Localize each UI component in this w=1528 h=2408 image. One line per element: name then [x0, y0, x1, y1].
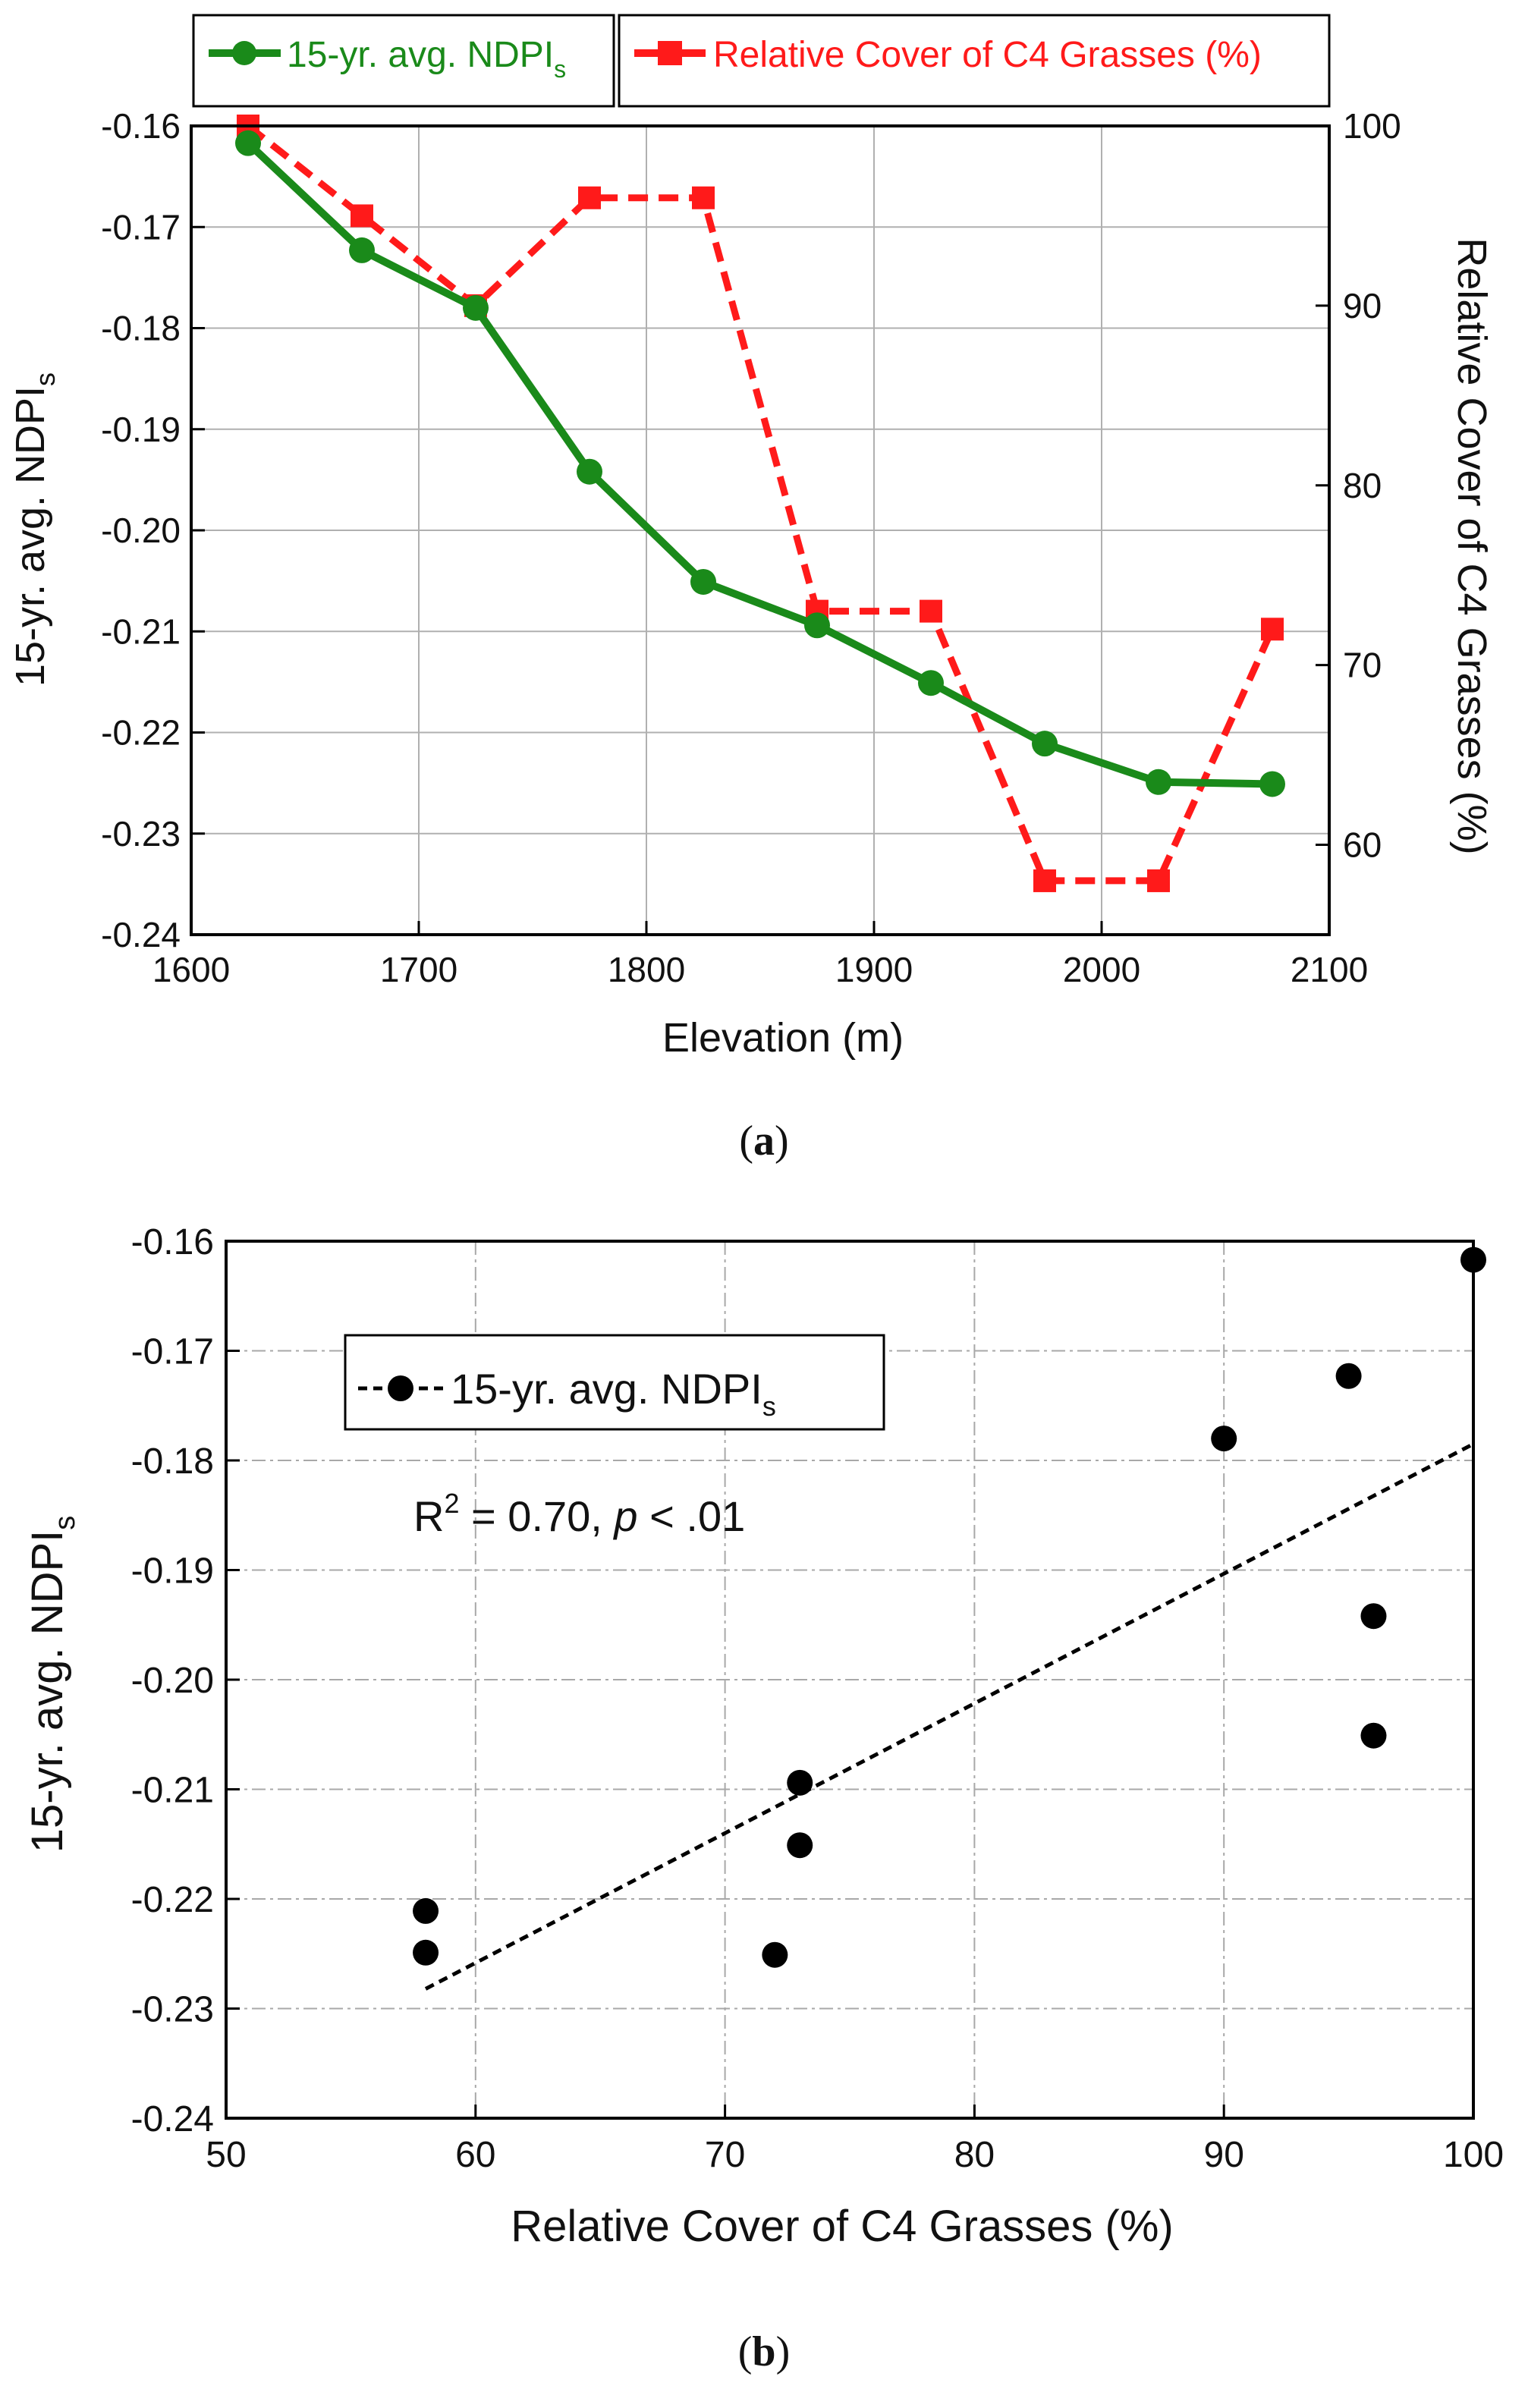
x-axis-label-b: Relative Cover of C4 Grasses (%)	[511, 2202, 1173, 2251]
x-tick-label-b: 70	[705, 2135, 745, 2175]
y-tick-label-left-a: -0.24	[101, 915, 181, 954]
legend-label-ndpi: 15-yr. avg. NDPIs	[287, 35, 566, 83]
y-tick-label-right-a: 90	[1343, 286, 1382, 325]
y-tick-label-left-a: -0.17	[101, 207, 181, 247]
y-tick-label-left-a: -0.22	[101, 713, 181, 753]
legend-marker-c4	[658, 41, 682, 65]
point-ndpi	[918, 670, 944, 696]
legend-marker-b	[388, 1375, 413, 1401]
scatter-point	[1335, 1363, 1362, 1389]
scatter-point	[787, 1769, 813, 1796]
x-tick-label-a: 1800	[608, 950, 685, 989]
y-axis-label-b: 15-yr. avg. NDPIs	[23, 1516, 81, 1853]
point-c4-cover	[692, 186, 715, 209]
point-c4-cover	[578, 186, 601, 209]
y-tick-label-b: -0.19	[131, 1551, 214, 1592]
line-ndpi	[245, 140, 1273, 788]
point-ndpi	[804, 612, 830, 639]
point-ndpi	[1259, 771, 1285, 797]
panel-label-b: (b)	[738, 2328, 790, 2375]
y-tick-label-right-a: 70	[1343, 646, 1382, 685]
x-tick-label-b: 60	[455, 2135, 495, 2175]
x-tick-label-a: 1900	[835, 950, 913, 989]
point-ndpi	[577, 458, 602, 485]
chart-panel-b: 50 60 70 80 90 100 -0.24 -0.23 -0.22 -0.21 -0.20 -0…	[23, 1222, 1504, 2375]
y-tick-label-left-a: -0.18	[101, 309, 181, 348]
legend-item-c4: Relative Cover of C4 Grasses (%)	[618, 14, 1331, 108]
y-tick-label-b: -0.18	[131, 1441, 214, 1482]
point-c4-cover	[1147, 869, 1170, 892]
legend-label-c4: Relative Cover of C4 Grasses (%)	[713, 35, 1262, 75]
y-axis-label-left-a: 15-yr. avg. NDPIs	[8, 373, 61, 687]
point-c4-cover	[1033, 869, 1056, 892]
scatter-point	[1211, 1426, 1237, 1452]
scatter-point	[413, 1897, 439, 1924]
point-ndpi	[463, 294, 489, 321]
point-ndpi	[235, 130, 261, 156]
scatter-point	[1360, 1722, 1387, 1749]
y-tick-label-left-a: -0.19	[101, 410, 181, 449]
legend-b: 15-yr. avg. NDPIs	[344, 1334, 885, 1431]
scatter-point	[413, 1939, 439, 1966]
legend-box-ndpi	[192, 14, 615, 108]
point-c4-cover	[351, 204, 373, 228]
y-tick-label-b: -0.24	[131, 2099, 214, 2139]
panel-label-a: (a)	[739, 1118, 788, 1165]
x-tick-label-b: 80	[954, 2135, 995, 2175]
y-tick-label-left-a: -0.21	[101, 611, 181, 651]
point-c4-cover	[920, 599, 942, 623]
y-tick-label-b: -0.16	[131, 1222, 214, 1262]
point-ndpi	[690, 568, 716, 595]
y-tick-label-b: -0.21	[131, 1771, 214, 1811]
axis-ticks-a: 1600 1700 1800 1900 2000 2100 -0.24 -0.23 -0.22 -…	[101, 106, 1401, 989]
x-tick-label-a: 2100	[1291, 950, 1368, 989]
y-tick-label-left-a: -0.20	[101, 511, 181, 550]
legend-box-c4	[618, 14, 1331, 108]
series-ndpi-scatter	[413, 1246, 1486, 1968]
y-tick-label-b: -0.22	[131, 1880, 214, 1920]
y-tick-label-right-a: 100	[1343, 106, 1401, 146]
series-ndpi	[235, 130, 1285, 797]
x-tick-label-b: 100	[1443, 2135, 1504, 2175]
x-tick-label-b: 50	[206, 2135, 246, 2175]
scatter-point	[762, 1941, 788, 1968]
chart-panel-a: 1600 1700 1800 1900 2000 2100 -0.24 -0.23 -0.22 -…	[8, 14, 1495, 1165]
scatter-point	[1360, 1603, 1387, 1630]
point-ndpi	[349, 237, 375, 263]
legend-box-b	[344, 1334, 885, 1431]
point-ndpi	[1146, 769, 1171, 795]
y-tick-label-b: -0.17	[131, 1332, 214, 1372]
x-tick-label-a: 1600	[152, 950, 230, 989]
y-tick-label-right-a: 80	[1343, 466, 1382, 505]
x-tick-label-b: 90	[1204, 2135, 1244, 2175]
y-tick-label-left-a: -0.16	[101, 106, 181, 146]
y-tick-label-left-a: -0.23	[101, 814, 181, 853]
legend-a: 15-yr. avg. NDPIs Relative Cover of C4 G…	[192, 14, 1331, 108]
y-tick-label-b: -0.20	[131, 1661, 214, 1701]
x-tick-label-a: 2000	[1063, 950, 1140, 989]
legend-marker-ndpi	[232, 41, 256, 65]
y-tick-label-b: -0.23	[131, 1990, 214, 2030]
x-tick-label-a: 1700	[380, 950, 457, 989]
scatter-point	[787, 1832, 813, 1859]
r-squared-annotation: R2 = 0.70, p < .01	[413, 1488, 745, 1540]
point-c4-cover	[1261, 618, 1284, 641]
legend-label-b: 15-yr. avg. NDPIs	[451, 1365, 776, 1422]
legend-item-ndpi: 15-yr. avg. NDPIs	[192, 14, 615, 108]
x-axis-label-a: Elevation (m)	[662, 1015, 904, 1061]
y-tick-label-right-a: 60	[1343, 825, 1382, 865]
y-axis-label-right-a: Relative Cover of C4 Grasses (%)	[1449, 237, 1495, 854]
line-c4-cover	[246, 123, 1276, 885]
point-ndpi	[1032, 731, 1058, 757]
axis-ticks-b: 50 60 70 80 90 100 -0.24 -0.23 -0.22 -0.21 -0.20 -0…	[131, 1222, 1504, 2175]
